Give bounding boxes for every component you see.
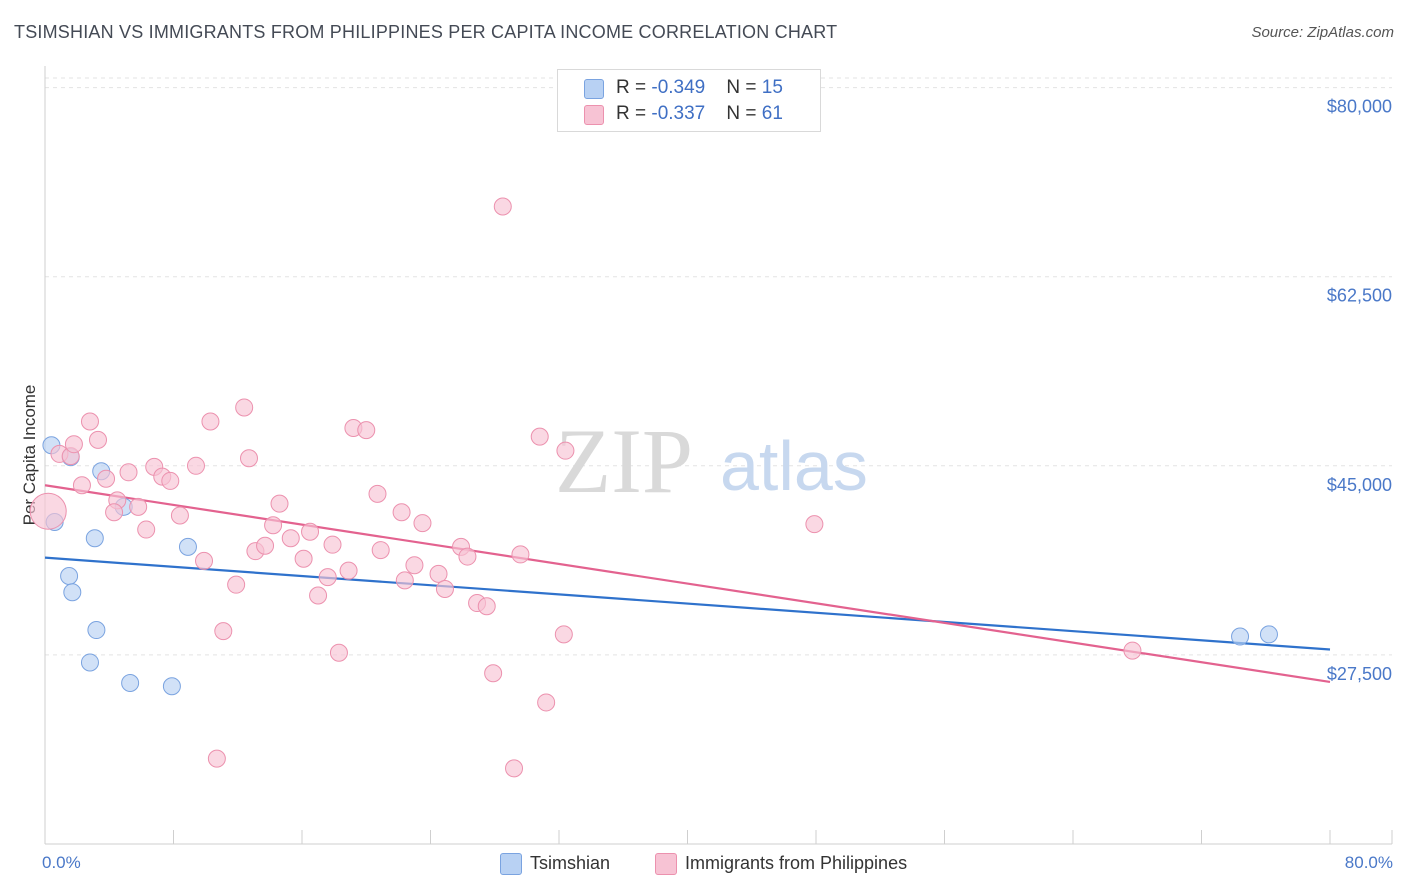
data-point-philippines <box>72 476 91 495</box>
y-tick-label: $62,500 <box>1327 286 1392 306</box>
data-point-philippines <box>429 564 448 583</box>
data-point-tsimshian <box>162 677 181 696</box>
data-point-philippines <box>323 535 342 554</box>
watermark: ZIP atlas <box>555 410 868 512</box>
data-point-philippines <box>119 463 138 482</box>
stats-legend: R = -0.349 N = 15 R = -0.337 N = 61 <box>557 69 821 132</box>
trend-line-tsimshian <box>44 556 1331 651</box>
data-point-philippines <box>329 643 348 662</box>
watermark-atlas: atlas <box>720 427 868 505</box>
n-label: N = <box>726 103 762 124</box>
y-tick-label: $80,000 <box>1327 97 1392 117</box>
data-point-philippines <box>405 556 424 575</box>
y-tick-label: $45,000 <box>1327 475 1392 495</box>
data-point-philippines <box>64 435 83 454</box>
n-label: N = <box>726 77 762 98</box>
tsimshian-legend-swatch <box>500 853 522 875</box>
data-point-philippines <box>89 430 108 449</box>
tsimshian-swatch <box>584 79 604 99</box>
data-point-philippines <box>309 586 328 605</box>
data-point-philippines <box>239 449 258 468</box>
data-point-tsimshian <box>85 529 104 548</box>
r-value: -0.349 <box>651 77 706 98</box>
data-point-philippines <box>129 497 148 516</box>
data-point-philippines <box>281 529 300 548</box>
data-points <box>29 197 1278 778</box>
data-point-philippines <box>137 520 156 539</box>
r-label: R = <box>616 77 652 98</box>
data-point-philippines <box>294 549 313 568</box>
grid-lines <box>45 77 1392 656</box>
data-point-tsimshian <box>80 653 99 672</box>
r-label: R = <box>616 103 652 124</box>
data-point-philippines <box>264 516 283 535</box>
philippines-swatch <box>584 105 604 125</box>
data-point-philippines <box>270 494 289 513</box>
data-point-philippines <box>556 441 575 460</box>
data-point-philippines <box>395 571 414 590</box>
data-point-philippines <box>97 469 116 488</box>
data-point-philippines <box>484 664 503 683</box>
trend-line-philippines <box>44 484 1331 684</box>
y-tick-labels: $27,500 $45,000 $62,500 $80,000 <box>1327 97 1392 684</box>
data-point-philippines <box>435 579 454 598</box>
data-point-philippines <box>201 412 220 431</box>
x-tick-label-min: 0.0% <box>42 853 81 872</box>
data-point-tsimshian <box>87 621 106 640</box>
trend-lines <box>44 484 1331 684</box>
data-point-philippines <box>458 547 477 566</box>
data-point-philippines <box>554 625 573 644</box>
source-credit: Source: ZipAtlas.com <box>1251 24 1394 41</box>
stats-legend-row-tsimshian: R = -0.349 N = 15 <box>558 75 820 101</box>
data-point-tsimshian <box>178 537 197 556</box>
data-point-philippines <box>227 575 246 594</box>
data-point-tsimshian <box>1259 625 1278 644</box>
data-point-philippines <box>207 749 226 768</box>
data-point-philippines <box>105 503 124 522</box>
data-point-philippines <box>505 759 524 778</box>
data-point-philippines <box>1123 641 1142 660</box>
n-value: 15 <box>761 77 783 98</box>
data-point-philippines <box>392 503 411 522</box>
data-point-philippines <box>29 492 67 530</box>
data-point-philippines <box>214 622 233 641</box>
data-point-philippines <box>493 197 512 216</box>
data-point-tsimshian <box>60 567 79 586</box>
data-point-tsimshian <box>63 583 82 602</box>
data-point-philippines <box>477 597 496 616</box>
stats-legend-row-philippines: R = -0.337 N = 61 <box>558 101 820 127</box>
data-point-philippines <box>537 693 556 712</box>
y-tick-label: $27,500 <box>1327 664 1392 684</box>
data-point-philippines <box>195 551 214 570</box>
data-point-philippines <box>413 514 432 533</box>
data-point-philippines <box>368 484 387 503</box>
data-point-philippines <box>161 471 180 490</box>
data-point-philippines <box>170 506 189 525</box>
chart-title: TSIMSHIAN VS IMMIGRANTS FROM PHILIPPINES… <box>14 22 838 42</box>
data-point-philippines <box>318 568 337 587</box>
series-legend: Tsimshian Immigrants from Philippines <box>0 852 1406 878</box>
legend-label-tsimshian: Tsimshian <box>530 853 611 873</box>
axes <box>44 66 1393 845</box>
data-point-philippines <box>186 456 205 475</box>
data-point-philippines <box>256 536 275 555</box>
r-value: -0.337 <box>651 103 706 124</box>
data-point-philippines <box>371 541 390 560</box>
n-value: 61 <box>761 103 783 124</box>
philippines-legend-swatch <box>655 853 677 875</box>
data-point-tsimshian <box>1231 627 1250 646</box>
watermark-zip: ZIP <box>555 410 693 512</box>
legend-label-philippines: Immigrants from Philippines <box>685 853 908 873</box>
data-point-philippines <box>80 412 99 431</box>
data-point-philippines <box>530 427 549 446</box>
data-point-philippines <box>357 421 376 440</box>
x-tick-label-max: 80.0% <box>1344 853 1393 872</box>
data-point-philippines <box>805 515 824 534</box>
data-point-tsimshian <box>121 673 140 692</box>
data-point-philippines <box>339 561 358 580</box>
data-point-philippines <box>301 522 320 541</box>
data-point-philippines <box>511 545 530 564</box>
data-point-philippines <box>235 398 254 417</box>
